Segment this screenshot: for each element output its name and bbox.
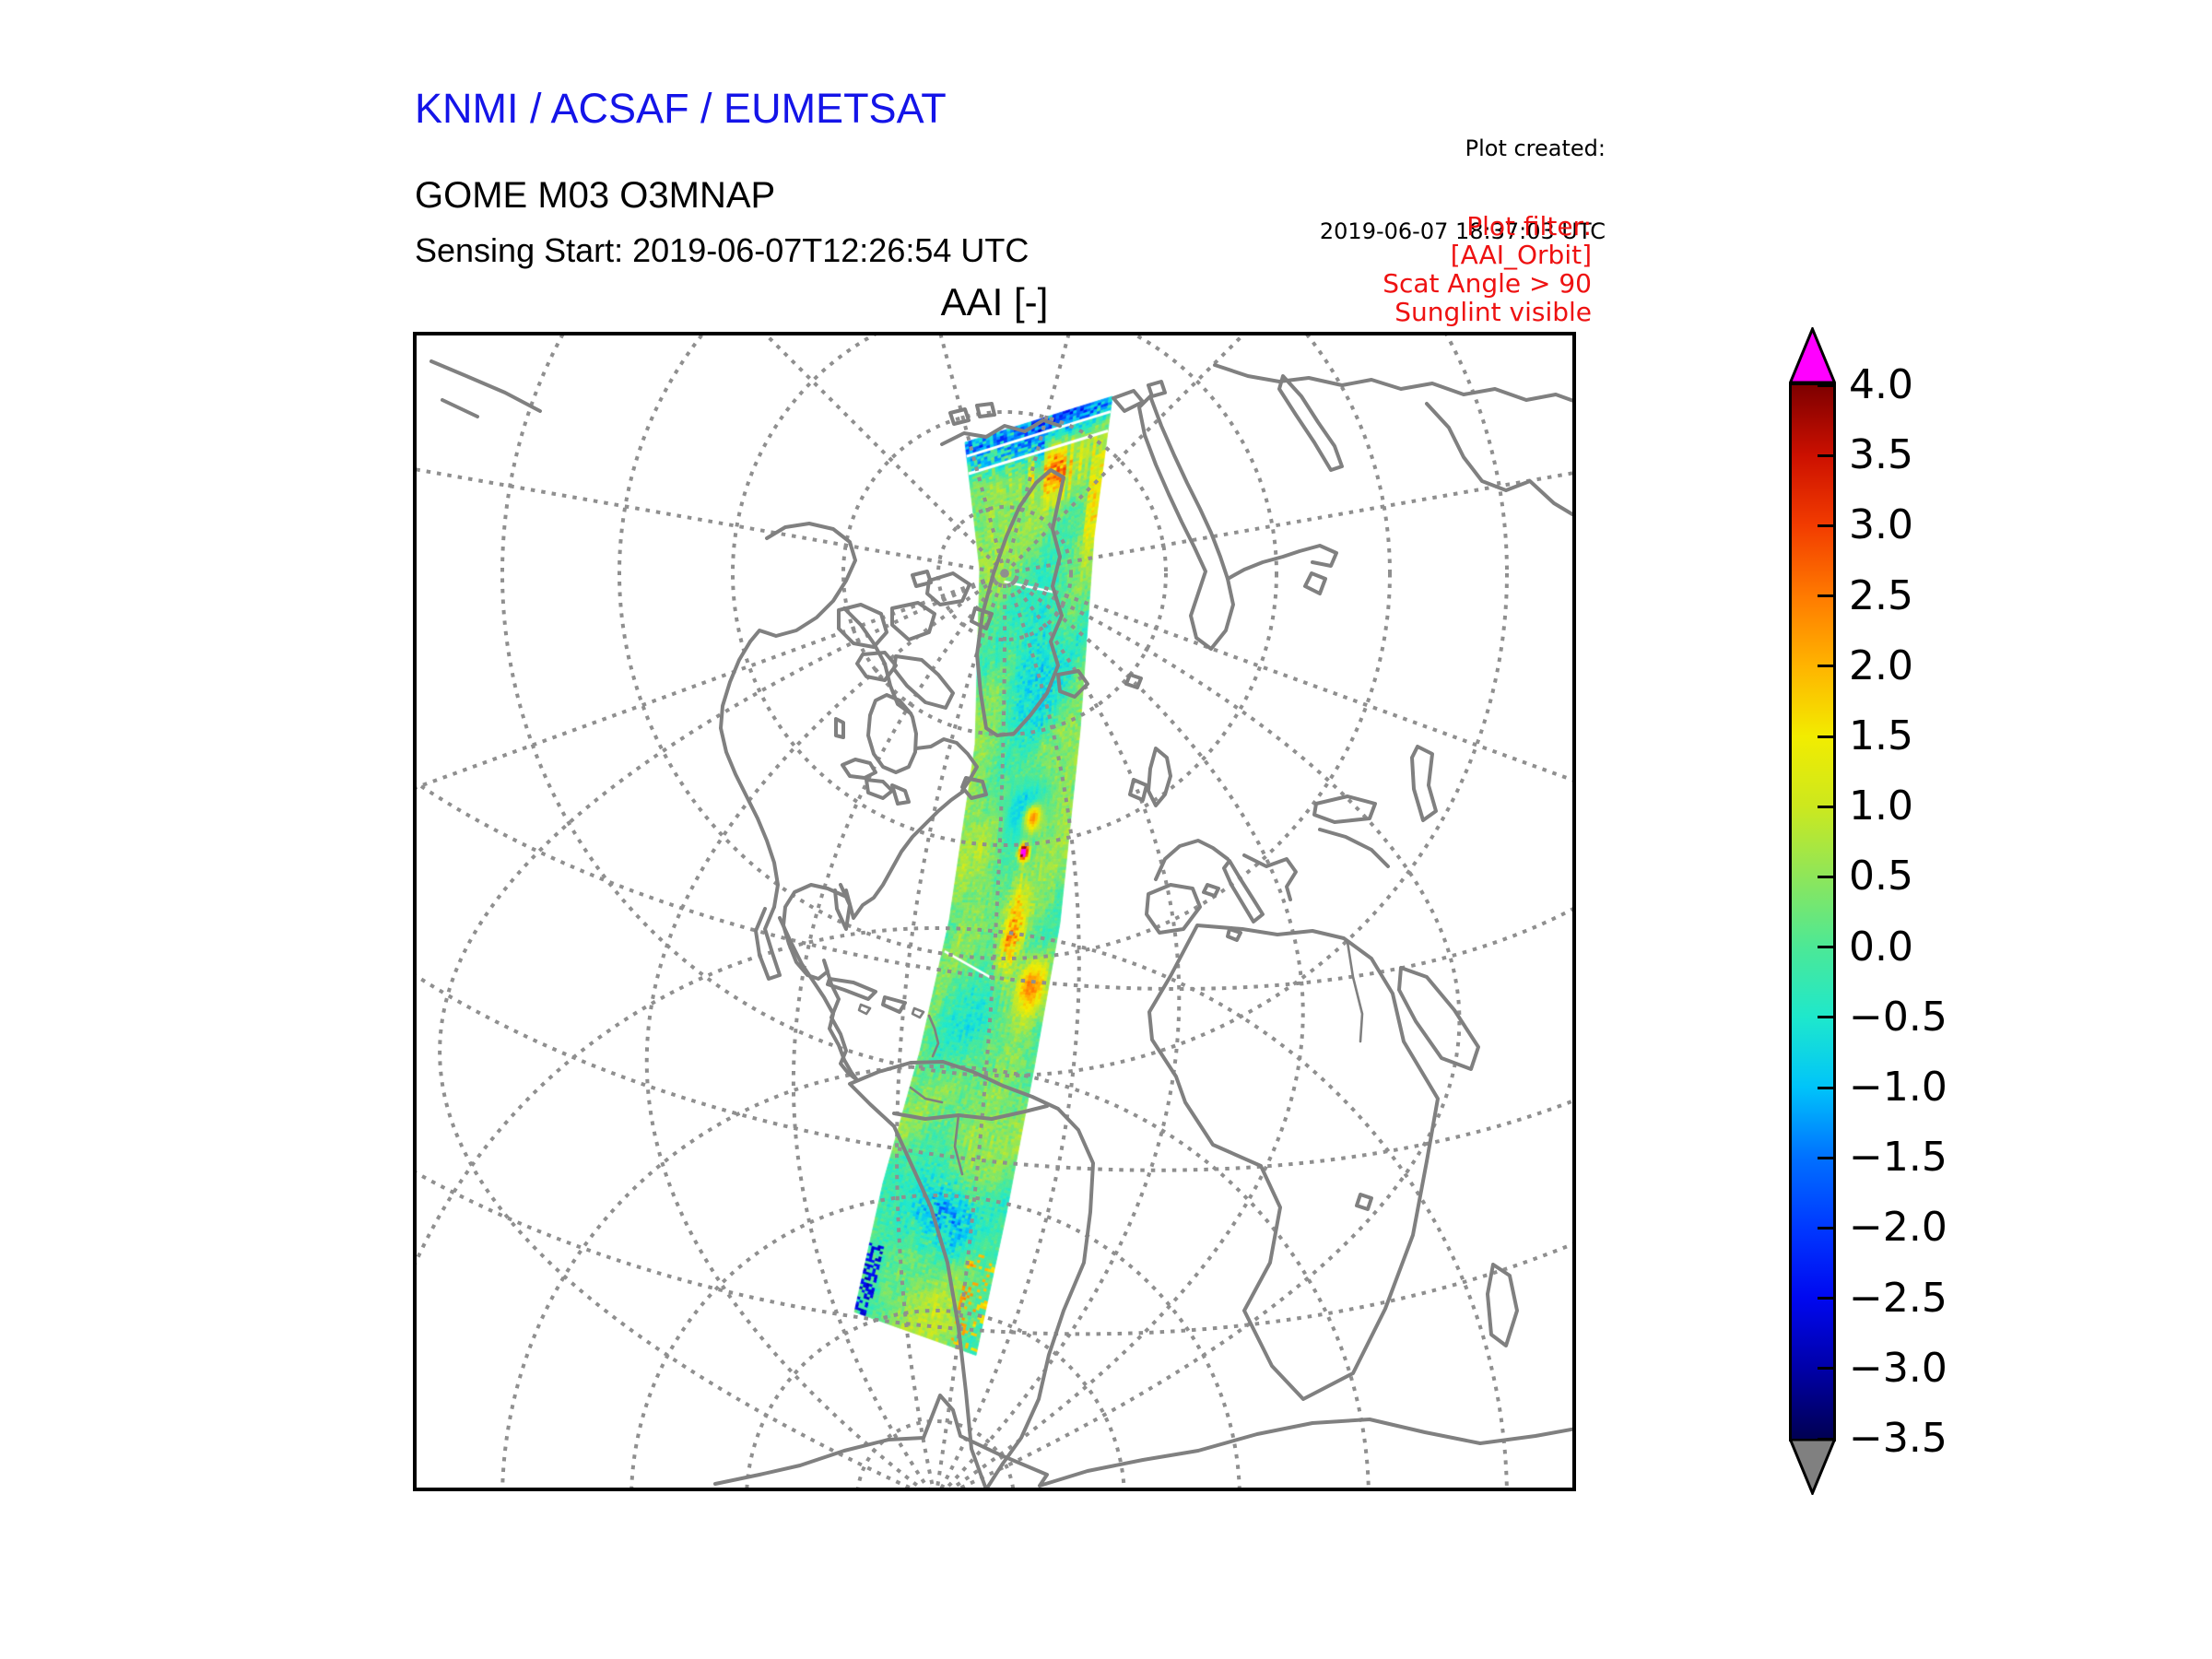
colorbar-tick <box>1818 594 1836 598</box>
colorbar-tick-label: 1.5 <box>1849 712 1913 759</box>
colorbar-tick-label: 4.0 <box>1849 361 1913 408</box>
coastlines <box>429 359 1572 1488</box>
plot-filter-line: [AAI_Orbit] <box>1450 240 1592 270</box>
colorbar-tick-label: −2.0 <box>1849 1204 1947 1252</box>
colorbar-tick-label: 0.5 <box>1849 853 1913 900</box>
plot-filter-line: Plot filter: <box>1466 211 1592 241</box>
graticule <box>417 335 1572 1488</box>
plot-filter-note: Plot filter: [AAI_Orbit] Scat Angle > 90 Su… <box>1382 212 1592 326</box>
colorbar-tick-label: −1.5 <box>1849 1134 1947 1182</box>
colorbar-tick-label: −0.5 <box>1849 993 1947 1041</box>
colorbar-tick <box>1818 805 1836 808</box>
aai-swath-heatmap <box>413 332 1576 1491</box>
organization-title: KNMI / ACSAF / EUMETSAT <box>415 85 947 132</box>
map-frame <box>413 332 1576 1491</box>
colorbar-tick <box>1818 1156 1836 1159</box>
colorbar-tick <box>1818 946 1836 949</box>
colorbar-tick <box>1818 1086 1836 1089</box>
sensing-start-label: Sensing Start: 2019-06-07T12:26:54 UTC <box>415 231 1030 269</box>
colorbar-tick <box>1818 665 1836 668</box>
colorbar-tick-label: −3.5 <box>1849 1415 1947 1462</box>
colorbar-tick-label: 3.0 <box>1849 501 1913 549</box>
colorbar-tick <box>1818 1437 1836 1441</box>
colorbar-tick-label: 0.0 <box>1849 923 1913 971</box>
world-map <box>413 332 1576 1491</box>
plot-filter-line: Sunglint visible <box>1394 297 1592 327</box>
colorbar-tick-label: 3.5 <box>1849 431 1913 479</box>
colorbar-tick-label: 2.0 <box>1849 641 1913 689</box>
colorbar-tick <box>1818 1226 1836 1230</box>
plot-created-label: Plot created: <box>1465 135 1606 161</box>
colorbar-tick <box>1818 735 1836 738</box>
product-name: GOME M03 O3MNAP <box>415 175 776 216</box>
colorbar-tick-label: −2.5 <box>1849 1274 1947 1322</box>
colorbar-under-arrow <box>1789 1440 1836 1495</box>
colorbar-tick-label: −3.0 <box>1849 1344 1947 1392</box>
colorbar-tick <box>1818 1297 1836 1300</box>
colorbar-gradient <box>1789 382 1836 1441</box>
colorbar-over-arrow <box>1789 327 1836 382</box>
plot-filter-line: Scat Angle > 90 <box>1382 268 1592 299</box>
colorbar-tick <box>1818 1016 1836 1019</box>
colorbar-tick <box>1818 383 1836 387</box>
colorbar-tick-label: 1.0 <box>1849 782 1913 830</box>
colorbar-tick <box>1818 453 1836 457</box>
colorbar-tick <box>1818 524 1836 527</box>
colorbar-tick-label: 2.5 <box>1849 571 1913 619</box>
map-title: AAI [-] <box>940 280 1049 324</box>
plot-created-timestamp: 2019-06-07 18:37:03 UTC <box>1319 218 1606 244</box>
colorbar-tick-label: −1.0 <box>1849 1064 1947 1111</box>
colorbar-tick <box>1818 875 1836 878</box>
colorbar-tick <box>1818 1367 1836 1371</box>
plot-created-block: Plot created: 2019-06-07 18:37:03 UTC <box>1320 79 1606 300</box>
